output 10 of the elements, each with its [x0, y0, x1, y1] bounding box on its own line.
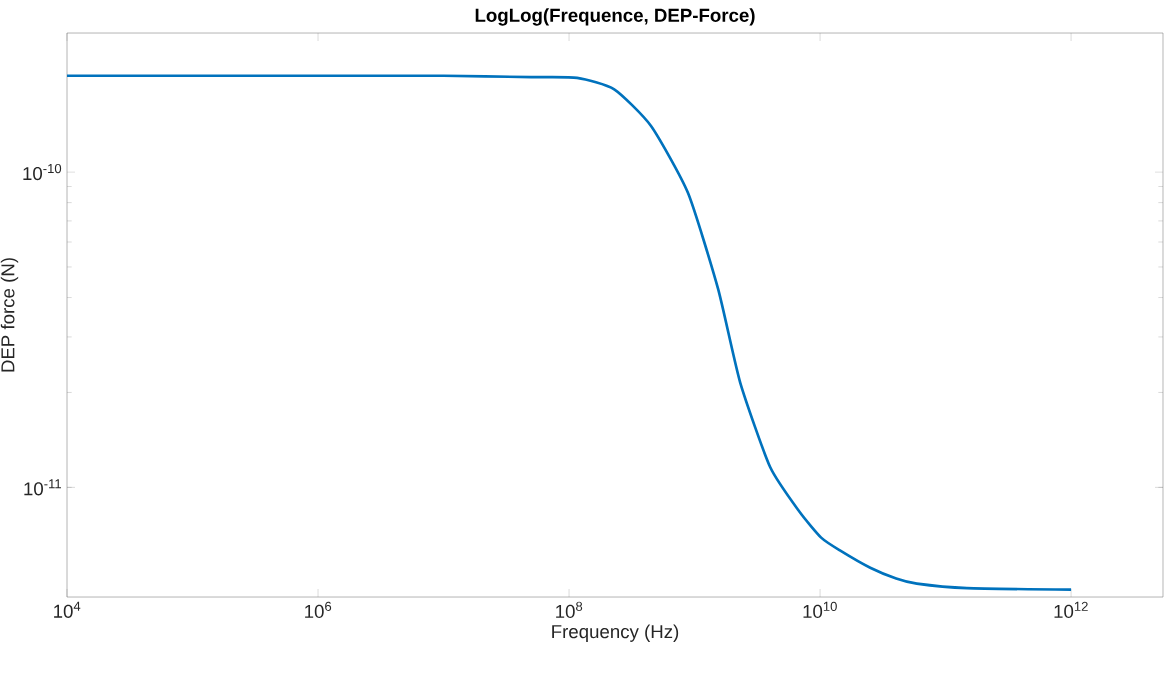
- y-tick-label: 10$^{-10}$: [23, 163, 62, 181]
- x-tick-label: 10$^{10}$: [803, 601, 837, 619]
- y-axis-title: DEP force (N): [0, 258, 19, 372]
- x-axis-title: Frequency (Hz): [552, 624, 679, 642]
- x-tick-label: 10$^{4}$: [54, 601, 81, 618]
- chart-title: LogLog(Frequence, DEP-Force): [475, 8, 755, 26]
- y-tick-label: 10$^{-11}$: [24, 479, 61, 496]
- x-tick-label: 10$^{8}$: [556, 601, 583, 619]
- x-tick-label: 10$^{12}$: [1054, 601, 1088, 619]
- x-tick-label: 10$^{6}$: [305, 601, 332, 619]
